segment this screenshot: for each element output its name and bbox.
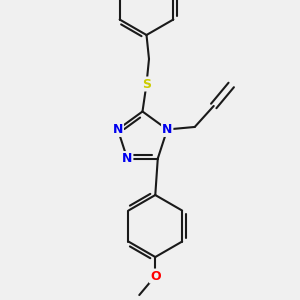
- Text: O: O: [150, 269, 160, 283]
- Text: N: N: [122, 152, 132, 165]
- Text: N: N: [112, 123, 123, 136]
- Text: N: N: [162, 123, 172, 136]
- Text: S: S: [142, 77, 151, 91]
